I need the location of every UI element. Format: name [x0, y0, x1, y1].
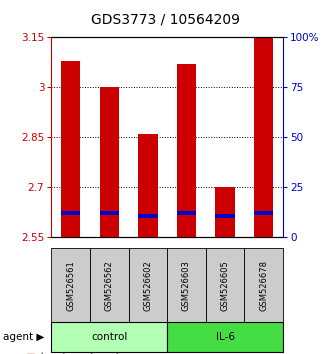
Bar — [254, 211, 273, 215]
Bar — [254, 37, 273, 237]
Bar — [61, 61, 80, 237]
Bar — [138, 213, 158, 217]
Bar — [100, 87, 119, 237]
Bar — [215, 187, 235, 237]
Text: GSM526602: GSM526602 — [143, 261, 152, 311]
Text: GSM526562: GSM526562 — [105, 261, 114, 311]
Bar — [138, 134, 158, 237]
Text: agent ▶: agent ▶ — [3, 332, 45, 342]
Bar — [167, 322, 283, 352]
Bar — [177, 64, 196, 237]
Text: GSM526561: GSM526561 — [66, 261, 75, 311]
Bar — [90, 248, 128, 324]
Bar — [215, 213, 235, 217]
Bar — [100, 211, 119, 215]
Bar — [167, 248, 206, 324]
Bar — [51, 248, 90, 324]
Bar — [177, 211, 196, 215]
Text: GSM526678: GSM526678 — [259, 260, 268, 312]
Bar — [128, 248, 167, 324]
Text: GSM526603: GSM526603 — [182, 261, 191, 311]
Bar — [51, 322, 167, 352]
Legend: transformed count, percentile rank within the sample: transformed count, percentile rank withi… — [27, 352, 183, 354]
Text: GDS3773 / 10564209: GDS3773 / 10564209 — [91, 12, 240, 27]
Text: IL-6: IL-6 — [215, 332, 235, 342]
Text: control: control — [91, 332, 127, 342]
Text: GSM526605: GSM526605 — [220, 261, 230, 311]
Bar — [206, 248, 244, 324]
Bar — [244, 248, 283, 324]
Bar — [61, 211, 80, 215]
